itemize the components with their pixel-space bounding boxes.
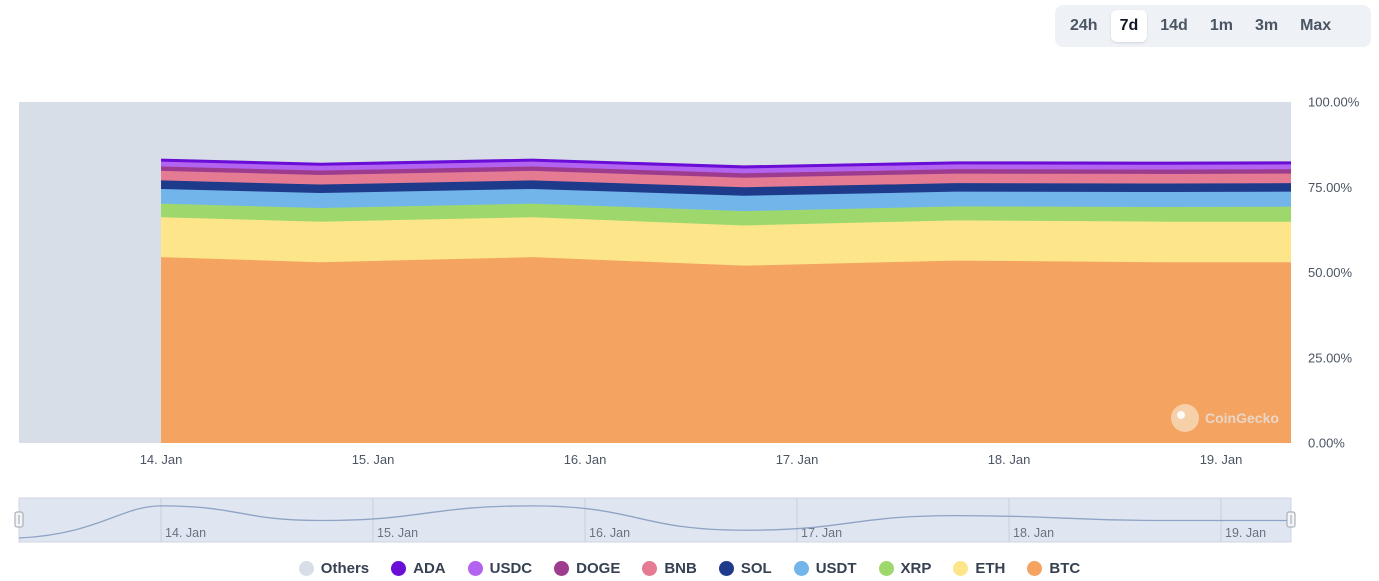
legend-item-xrp[interactable]: XRP (878, 559, 932, 577)
x-tick-label: 18. Jan (988, 452, 1031, 467)
x-tick-label: 19. Jan (1200, 452, 1243, 467)
range-1m-button[interactable]: 1m (1201, 10, 1242, 42)
legend-item-bnb[interactable]: BNB (642, 560, 697, 577)
legend-item-usdt[interactable]: USDT (793, 559, 857, 577)
legend-label: XRP (900, 559, 932, 577)
area-bnb[interactable] (161, 170, 1291, 188)
legend-label: BNB (664, 559, 697, 577)
legend-swatch (554, 560, 570, 576)
legend-label: BTC (1049, 559, 1081, 577)
coingecko-logo-icon (1171, 404, 1199, 432)
area-eth[interactable] (161, 217, 1291, 266)
navigator-date-label: 17. Jan (801, 526, 842, 540)
x-tick-label: 17. Jan (776, 452, 819, 467)
legend-swatch (793, 560, 809, 576)
navigator-date-label: 14. Jan (165, 526, 206, 540)
time-range-selector: 24h 7d 14d 1m 3m Max (1055, 5, 1371, 47)
area-btc[interactable] (161, 257, 1291, 443)
chart-legend: Others ADA USDC DOGE BNB SOL USDT XRP ETH BTC (0, 556, 1379, 580)
x-tick-label: 15. Jan (352, 452, 395, 467)
legend-swatch (718, 560, 734, 576)
navigator-date-label: 18. Jan (1013, 526, 1054, 540)
y-tick-label: 75.00% (1308, 180, 1353, 195)
y-tick-label: 50.00% (1308, 265, 1353, 280)
legend-swatch (298, 560, 314, 576)
legend-swatch (953, 560, 969, 576)
legend-swatch (467, 560, 483, 576)
legend-item-usdc[interactable]: USDC (467, 559, 533, 577)
legend-item-btc[interactable]: BTC (1027, 560, 1080, 577)
legend-label: USDC (489, 559, 533, 577)
market-dominance-chart: 0.00% 25.00% 50.00% 75.00% 100.00% 14. Jan 15.… (14, 95, 1360, 543)
legend-swatch (391, 560, 407, 576)
legend-label: Others (320, 559, 370, 577)
legend-label: DOGE (576, 559, 621, 577)
area-sol[interactable] (161, 180, 1291, 196)
area-usdt[interactable] (161, 188, 1291, 212)
coingecko-watermark: CoinGecko (1171, 404, 1279, 432)
range-navigator[interactable]: 14. Jan 15. Jan 16. Jan 17. Jan 18. Jan 19. J… (14, 497, 1296, 543)
legend-item-others[interactable]: Others (298, 559, 370, 577)
x-tick-label: 14. Jan (140, 452, 183, 467)
legend-label: USDT (815, 559, 857, 577)
legend-swatch (1027, 560, 1043, 576)
legend-item-eth[interactable]: ETH (953, 560, 1005, 577)
navigator-series-line (18, 505, 1291, 539)
legend-label: ETH (975, 559, 1006, 577)
legend-label: SOL (740, 559, 772, 577)
y-tick-label: 25.00% (1308, 350, 1353, 365)
area-xrp[interactable] (161, 203, 1291, 226)
legend-item-doge[interactable]: DOGE (554, 560, 620, 577)
range-max-button[interactable]: Max (1291, 10, 1340, 42)
range-24h-button[interactable]: 24h (1061, 10, 1107, 42)
range-14d-button[interactable]: 14d (1151, 10, 1197, 42)
navigator-date-label: 19. Jan (1225, 526, 1266, 540)
legend-label: ADA (413, 559, 446, 577)
legend-item-ada[interactable]: ADA (391, 560, 446, 577)
navigator-date-label: 16. Jan (589, 526, 630, 540)
legend-item-sol[interactable]: SOL (718, 559, 772, 577)
x-tick-label: 16. Jan (564, 452, 607, 467)
range-3m-button[interactable]: 3m (1246, 10, 1287, 42)
y-tick-label: 100.00% (1308, 95, 1360, 110)
legend-swatch (878, 560, 894, 576)
watermark-text: CoinGecko (1205, 410, 1279, 426)
y-tick-label: 0.00% (1308, 436, 1345, 451)
navigator-date-label: 15. Jan (377, 526, 418, 540)
range-7d-button[interactable]: 7d (1110, 10, 1148, 42)
area-series-group (161, 102, 1292, 443)
area-others[interactable] (161, 102, 1291, 166)
legend-swatch (642, 560, 658, 576)
